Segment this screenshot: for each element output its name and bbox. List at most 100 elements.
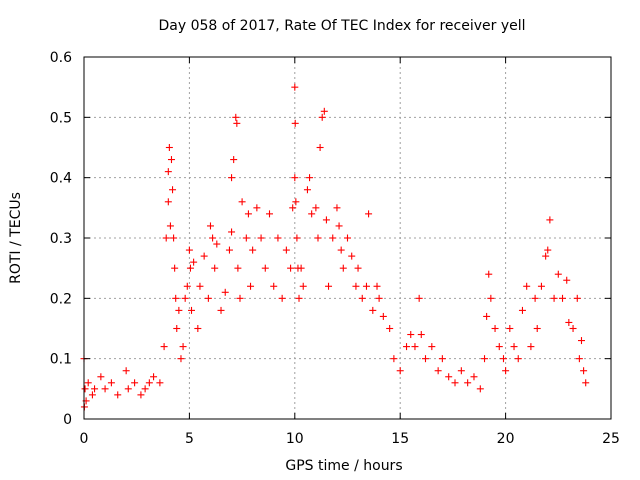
data-point bbox=[563, 276, 571, 284]
data-point bbox=[369, 306, 377, 314]
data-point bbox=[322, 216, 330, 224]
data-point bbox=[270, 282, 278, 290]
data-point bbox=[495, 343, 503, 351]
data-point bbox=[170, 234, 178, 242]
data-point bbox=[457, 367, 465, 375]
data-point bbox=[531, 294, 539, 302]
data-point bbox=[261, 264, 269, 272]
data-point bbox=[580, 367, 588, 375]
data-point bbox=[308, 210, 316, 218]
x-tick-label: 25 bbox=[602, 431, 620, 447]
data-point bbox=[575, 355, 583, 363]
data-point bbox=[213, 240, 221, 248]
data-point bbox=[320, 107, 328, 115]
data-point bbox=[228, 174, 236, 182]
data-point bbox=[247, 282, 255, 290]
data-point bbox=[230, 156, 238, 164]
data-point bbox=[186, 264, 194, 272]
data-point bbox=[156, 379, 164, 387]
data-point bbox=[293, 234, 301, 242]
data-point bbox=[483, 312, 491, 320]
data-point bbox=[242, 234, 250, 242]
data-point bbox=[162, 234, 170, 242]
data-point bbox=[502, 367, 510, 375]
data-point bbox=[169, 186, 177, 194]
data-point bbox=[344, 234, 351, 242]
data-point bbox=[190, 258, 198, 266]
data-point bbox=[295, 294, 303, 302]
data-point bbox=[291, 119, 299, 127]
data-point bbox=[314, 234, 322, 242]
data-point bbox=[518, 306, 526, 314]
data-point bbox=[445, 373, 453, 381]
data-point bbox=[167, 156, 175, 164]
data-point bbox=[292, 198, 300, 206]
data-point bbox=[209, 234, 217, 242]
data-point bbox=[546, 216, 554, 224]
data-point bbox=[173, 325, 181, 332]
data-point bbox=[107, 379, 115, 387]
data-point bbox=[211, 264, 219, 272]
data-point bbox=[506, 325, 514, 332]
data-point bbox=[287, 264, 295, 272]
data-point bbox=[573, 294, 581, 302]
data-point bbox=[188, 306, 196, 314]
data-point bbox=[177, 355, 185, 363]
data-point bbox=[228, 228, 236, 236]
data-point bbox=[266, 210, 274, 218]
x-tick-label: 0 bbox=[80, 431, 89, 447]
data-point bbox=[329, 234, 337, 242]
data-point bbox=[491, 325, 499, 332]
data-point bbox=[559, 294, 567, 302]
data-point bbox=[451, 379, 459, 387]
data-point bbox=[335, 222, 343, 230]
data-point bbox=[396, 367, 404, 375]
data-point bbox=[333, 204, 341, 212]
data-point bbox=[141, 385, 149, 393]
data-point bbox=[362, 282, 370, 290]
chart-title: Day 058 of 2017, Rate Of TEC Index for r… bbox=[158, 18, 525, 34]
data-point bbox=[253, 204, 261, 212]
data-point bbox=[236, 294, 244, 302]
data-point bbox=[194, 325, 202, 332]
data-points bbox=[80, 83, 590, 411]
y-tick-label: 0.6 bbox=[50, 50, 72, 66]
data-point bbox=[354, 264, 362, 272]
data-point bbox=[510, 343, 518, 351]
data-point bbox=[577, 337, 585, 345]
data-point bbox=[403, 343, 411, 351]
data-point bbox=[225, 246, 233, 254]
data-point bbox=[234, 264, 242, 272]
data-point bbox=[569, 325, 577, 332]
data-point bbox=[91, 385, 99, 393]
data-point bbox=[278, 294, 286, 302]
data-point bbox=[481, 355, 489, 363]
data-point bbox=[101, 385, 109, 393]
x-axis-label: GPS time / hours bbox=[285, 458, 402, 474]
y-tick-label: 0.2 bbox=[50, 291, 72, 307]
data-point bbox=[348, 252, 356, 260]
data-point bbox=[582, 379, 590, 387]
data-point bbox=[282, 246, 290, 254]
data-point bbox=[415, 294, 423, 302]
data-point bbox=[206, 222, 214, 230]
data-point bbox=[185, 246, 193, 254]
data-point bbox=[217, 306, 225, 314]
data-point bbox=[172, 294, 180, 302]
data-point bbox=[485, 270, 493, 278]
data-point bbox=[299, 282, 307, 290]
x-tick-label: 10 bbox=[286, 431, 304, 447]
data-point bbox=[533, 325, 541, 332]
data-point bbox=[303, 186, 311, 194]
y-tick-label: 0.4 bbox=[50, 171, 72, 187]
data-point bbox=[164, 168, 172, 176]
data-point bbox=[523, 282, 531, 290]
data-point bbox=[464, 379, 472, 387]
axes: 0 0.1 0.2 0.3 0.4 0.5 0.6 0 5 10 15 20 25 bbox=[50, 50, 620, 447]
data-point bbox=[164, 198, 172, 206]
data-point bbox=[470, 373, 478, 381]
data-point bbox=[289, 204, 297, 212]
data-point bbox=[542, 252, 550, 260]
data-point bbox=[274, 234, 282, 242]
